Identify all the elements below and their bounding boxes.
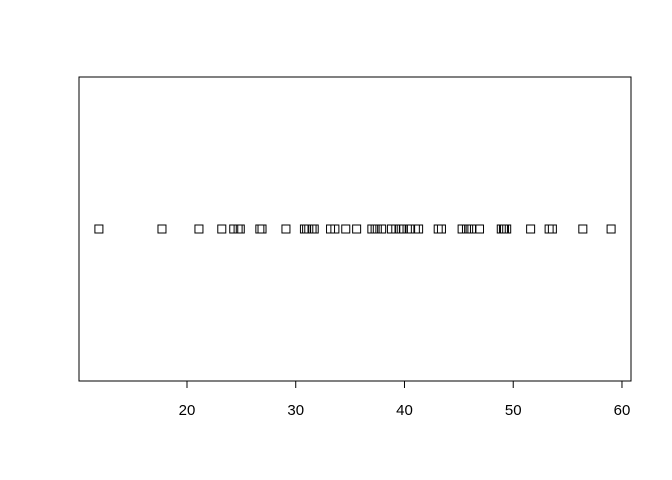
x-tick-label: 20: [179, 402, 196, 419]
point: [235, 224, 245, 234]
point: [157, 224, 167, 234]
x-tick-label: 60: [614, 402, 631, 419]
point: [410, 224, 420, 234]
point: [255, 224, 265, 234]
point: [302, 224, 312, 234]
point: [377, 224, 387, 234]
point: [502, 224, 512, 234]
point: [547, 224, 557, 234]
point: [496, 224, 506, 234]
x-tick-label: 30: [287, 402, 304, 419]
point: [396, 224, 406, 234]
point: [217, 224, 227, 234]
point: [578, 224, 588, 234]
point: [352, 224, 362, 234]
point: [436, 224, 446, 234]
point: [281, 224, 291, 234]
point: [475, 224, 485, 234]
point: [414, 224, 424, 234]
point: [606, 224, 616, 234]
point: [398, 224, 408, 234]
point: [94, 224, 104, 234]
point: [526, 224, 536, 234]
point: [309, 224, 319, 234]
point: [433, 224, 443, 234]
point: [367, 224, 377, 234]
point: [341, 224, 351, 234]
point: [307, 224, 317, 234]
point: [330, 224, 340, 234]
x-tick-label: 40: [396, 402, 413, 419]
point: [467, 224, 477, 234]
point: [194, 224, 204, 234]
x-tick-label: 50: [505, 402, 522, 419]
point: [405, 224, 415, 234]
point: [544, 224, 554, 234]
point: [257, 224, 267, 234]
